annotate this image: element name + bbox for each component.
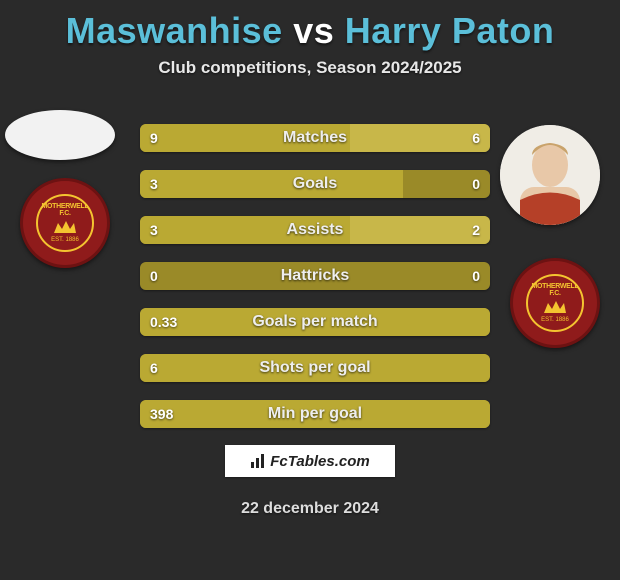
stat-row: 32Assists — [140, 216, 490, 244]
vs-word: vs — [293, 10, 334, 51]
stat-label: Goals — [140, 170, 490, 198]
fctables-label: FcTables.com — [270, 453, 369, 470]
player2-avatar — [500, 125, 600, 225]
comparison-date: 22 december 2024 — [0, 500, 620, 518]
stat-label: Assists — [140, 216, 490, 244]
stat-label: Goals per match — [140, 308, 490, 336]
crest-est: EST. 1886 — [51, 237, 79, 243]
stat-row: 0.33Goals per match — [140, 308, 490, 336]
stat-label: Matches — [140, 124, 490, 152]
stat-label: Hattricks — [140, 262, 490, 290]
crest-name: MOTHERWELL F.C. — [38, 203, 93, 217]
stat-label: Shots per goal — [140, 354, 490, 382]
crest-est: EST. 1886 — [541, 317, 569, 323]
stat-row: 96Matches — [140, 124, 490, 152]
stat-label: Min per goal — [140, 400, 490, 428]
stat-row: 6Shots per goal — [140, 354, 490, 382]
player1-avatar — [5, 110, 115, 160]
stat-row: 398Min per goal — [140, 400, 490, 428]
stat-row: 30Goals — [140, 170, 490, 198]
stats-chart: 96Matches 30Goals 32Assists 00Hattricks 0.33… — [140, 124, 490, 446]
player1-club-crest: MOTHERWELL F.C. EST. 1886 — [20, 178, 110, 268]
stat-row: 00Hattricks — [140, 262, 490, 290]
crest-name: MOTHERWELL F.C. — [528, 283, 583, 297]
fctables-watermark: FcTables.com — [225, 445, 395, 477]
bar-chart-icon — [250, 453, 266, 469]
comparison-title: Maswanhise vs Harry Paton — [0, 0, 620, 52]
subtitle: Club competitions, Season 2024/2025 — [0, 58, 620, 78]
player2-club-crest: MOTHERWELL F.C. EST. 1886 — [510, 258, 600, 348]
player2-name: Harry Paton — [345, 10, 555, 51]
player1-name: Maswanhise — [66, 10, 283, 51]
